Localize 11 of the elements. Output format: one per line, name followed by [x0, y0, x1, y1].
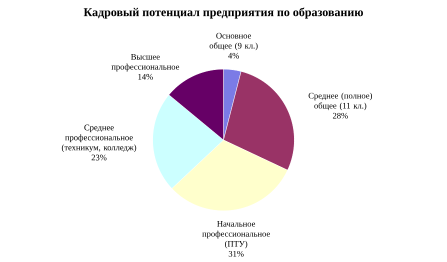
slice-label: Высшее профессиональное [112, 54, 180, 72]
slice-label: Среднее (полное) общее (11 кл.) [308, 92, 372, 110]
data-label: 4% [228, 52, 240, 59]
slice-label: Основное общее (9 кл.) [210, 32, 258, 50]
data-label: 28% [332, 112, 348, 119]
data-label: 23% [92, 154, 107, 160]
data-label: 14% [138, 74, 153, 80]
slice-label: Начальное профессиональное (ПТУ) [202, 221, 270, 248]
data-label: 31% [228, 250, 244, 257]
chart-title: Кадровый потенциал предприятия по образованию [84, 8, 363, 19]
slice-label: Среднее профессиональное (техникум, колледж) [62, 124, 136, 152]
